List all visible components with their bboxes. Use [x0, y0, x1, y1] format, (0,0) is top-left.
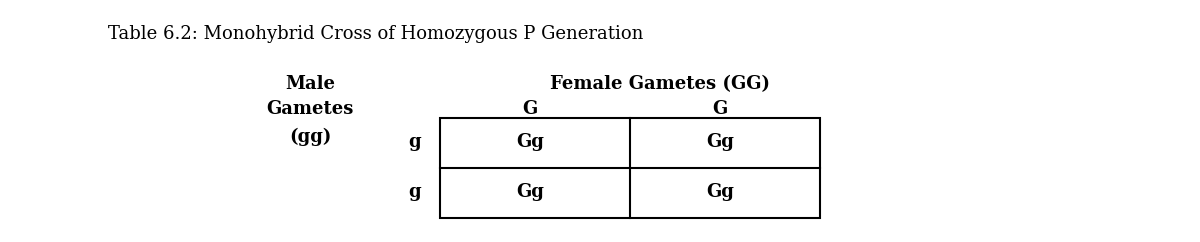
- Text: G: G: [522, 100, 538, 118]
- Text: Gg: Gg: [516, 183, 544, 201]
- Text: Table 6.2: Monohybrid Cross of Homozygous P Generation: Table 6.2: Monohybrid Cross of Homozygou…: [108, 25, 643, 43]
- Text: Male: Male: [286, 75, 335, 93]
- Text: g: g: [409, 183, 421, 201]
- Text: Gg: Gg: [516, 133, 544, 151]
- Text: G: G: [713, 100, 727, 118]
- Bar: [440, 118, 820, 218]
- Text: Gg: Gg: [706, 183, 734, 201]
- Text: (gg): (gg): [289, 128, 331, 146]
- Text: Female Gametes (GG): Female Gametes (GG): [550, 75, 770, 93]
- Text: Gg: Gg: [706, 133, 734, 151]
- Text: Gametes: Gametes: [266, 100, 354, 118]
- Text: g: g: [409, 133, 421, 151]
